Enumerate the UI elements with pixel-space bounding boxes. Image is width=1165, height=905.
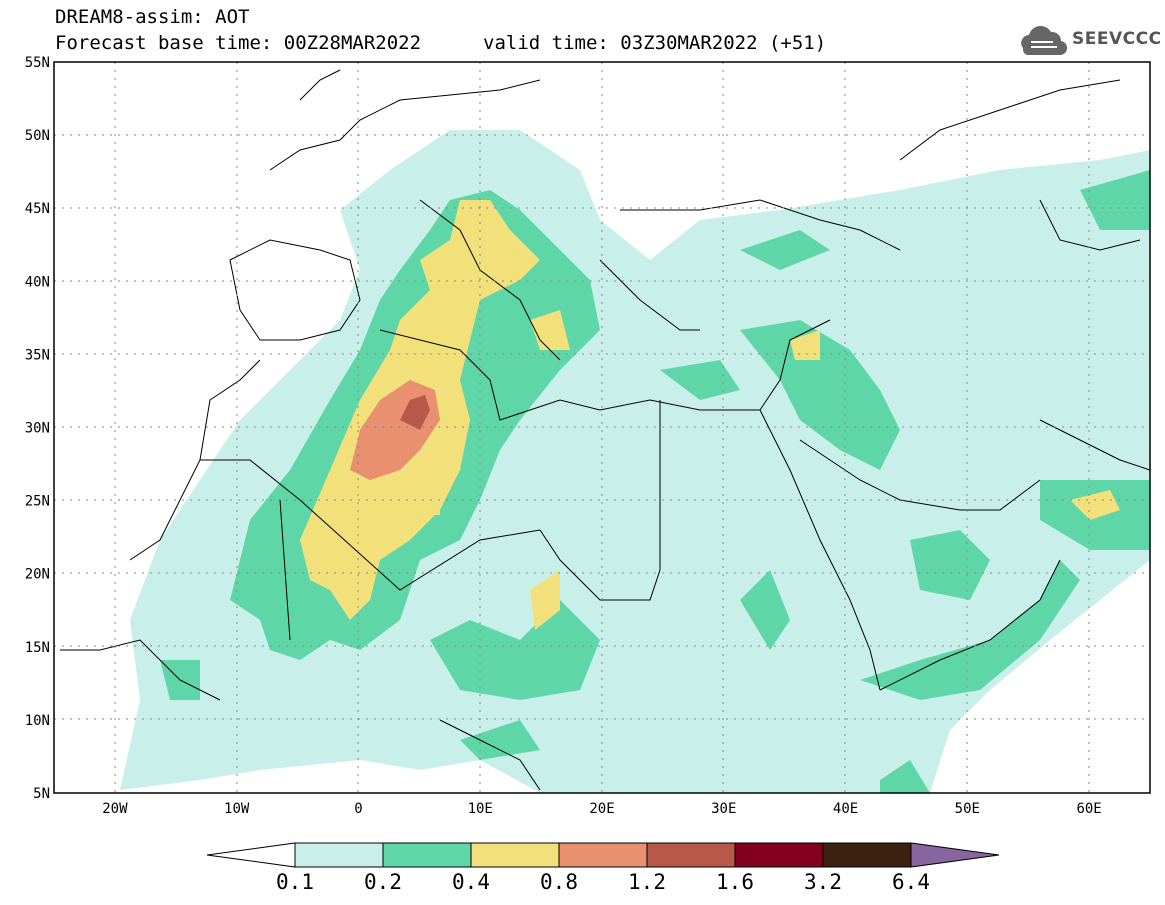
colorbar-swatch (382, 842, 472, 868)
lat-label: 35N (25, 347, 50, 363)
lat-label: 55N (25, 55, 50, 71)
latitude-labels: 55N 50N 45N 40N 35N 30N 25N 20N 15N 10N 5N (25, 55, 50, 802)
valid-time: valid time: 03Z30MAR2022 (+51) (483, 32, 827, 54)
colorbar-swatch (558, 842, 648, 868)
forecast-base-time: Forecast base time: 00Z28MAR2022 (55, 32, 422, 54)
aot-shading (120, 130, 1150, 793)
colorbar-label: 0.4 (452, 870, 490, 894)
lat-label: 20N (25, 567, 50, 583)
lon-label: 60E (1076, 801, 1101, 817)
colorbar-label: 0.2 (364, 870, 402, 894)
lat-label: 25N (25, 494, 50, 510)
colorbar-label: 0.1 (276, 870, 314, 894)
lat-label: 5N (33, 786, 50, 802)
lon-label: 10E (468, 801, 493, 817)
lat-label: 45N (25, 201, 50, 217)
colorbar-label: 6.4 (892, 870, 930, 894)
cloud-icon (1021, 26, 1068, 56)
colorbar-swatch (646, 842, 736, 868)
colorbar-swatch (734, 842, 824, 868)
coastlines (60, 69, 1150, 791)
colorbar-label: 1.6 (716, 870, 754, 894)
seevccc-logo: SEEVCCC (1072, 29, 1162, 49)
lat-label: 40N (25, 274, 50, 290)
lon-label: 20W (102, 801, 128, 817)
map-title: DREAM8-assim: AOT (55, 6, 250, 28)
lon-label: 20E (589, 801, 614, 817)
colorbar-under-triangle (206, 842, 296, 868)
lat-label: 30N (25, 421, 50, 437)
colorbar-swatch (294, 842, 384, 868)
lon-label: 0 (354, 801, 362, 817)
lon-label: 50E (955, 801, 980, 817)
graticule (54, 62, 1150, 793)
colorbar-over-triangle (910, 842, 1000, 868)
colorbar-label: 1.2 (628, 870, 666, 894)
lat-label: 50N (25, 128, 50, 144)
colorbar-label: 0.8 (540, 870, 578, 894)
longitude-labels: 20W 10W 0 10E 20E 30E 40E 50E 60E (102, 801, 1102, 817)
colorbar-label: 3.2 (804, 870, 842, 894)
colorbar-swatch (822, 842, 912, 868)
lat-label: 10N (25, 713, 50, 729)
map-frame (53, 61, 1151, 794)
lon-label: 10W (224, 801, 250, 817)
lat-label: 15N (25, 640, 50, 656)
colorbar-swatch (470, 842, 560, 868)
lon-label: 40E (833, 801, 858, 817)
lon-label: 30E (711, 801, 736, 817)
